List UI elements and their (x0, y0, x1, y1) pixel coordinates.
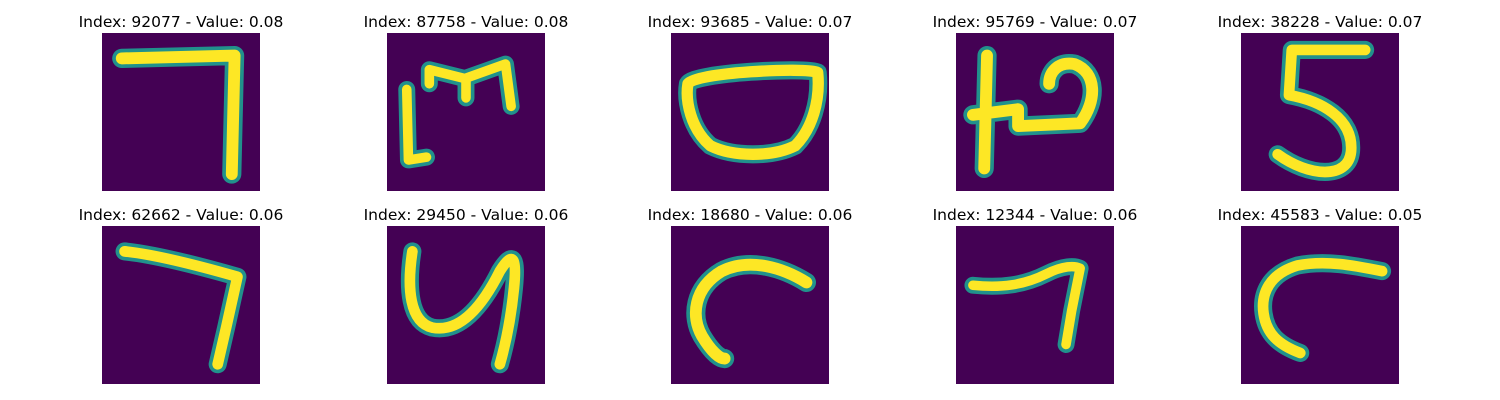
seven-curved-glyph (102, 226, 260, 384)
panel-8: Index: 18680 - Value: 0.06 (648, 206, 852, 396)
panel-9: Index: 12344 - Value: 0.06 (933, 206, 1137, 396)
panel-title: Index: 45583 - Value: 0.05 (1217, 206, 1423, 224)
panel-title: Index: 18680 - Value: 0.06 (647, 206, 853, 224)
panel-title: Index: 87758 - Value: 0.08 (363, 13, 569, 31)
panel-title: Index: 95769 - Value: 0.07 (932, 13, 1138, 31)
hook-glyph (671, 226, 829, 384)
c-like-glyph (1241, 226, 1399, 384)
panel-title: Index: 62662 - Value: 0.06 (78, 206, 284, 224)
panel-4: Index: 95769 - Value: 0.07 (933, 13, 1137, 203)
panel-title: Index: 29450 - Value: 0.06 (363, 206, 569, 224)
panel-7: Index: 29450 - Value: 0.06 (364, 206, 568, 396)
panel-1: Index: 92077 - Value: 0.08 (79, 13, 283, 203)
y-like-glyph (387, 226, 545, 384)
seven-wave-glyph (956, 226, 1114, 384)
panel-title: Index: 12344 - Value: 0.06 (932, 206, 1138, 224)
panel-10: Index: 45583 - Value: 0.05 (1218, 206, 1422, 396)
panel-title: Index: 92077 - Value: 0.08 (78, 13, 284, 31)
m-like-glyph (387, 33, 545, 191)
seven-square-glyph (102, 33, 260, 191)
bowl-glyph (671, 33, 829, 191)
panel-title: Index: 93685 - Value: 0.07 (647, 13, 853, 31)
h-like-glyph (956, 33, 1114, 191)
panel-5: Index: 38228 - Value: 0.07 (1218, 13, 1422, 203)
panel-title: Index: 38228 - Value: 0.07 (1217, 13, 1423, 31)
panel-2: Index: 87758 - Value: 0.08 (364, 13, 568, 203)
five-glyph (1241, 33, 1399, 191)
panel-6: Index: 62662 - Value: 0.06 (79, 206, 283, 396)
panel-3: Index: 93685 - Value: 0.07 (648, 13, 852, 203)
